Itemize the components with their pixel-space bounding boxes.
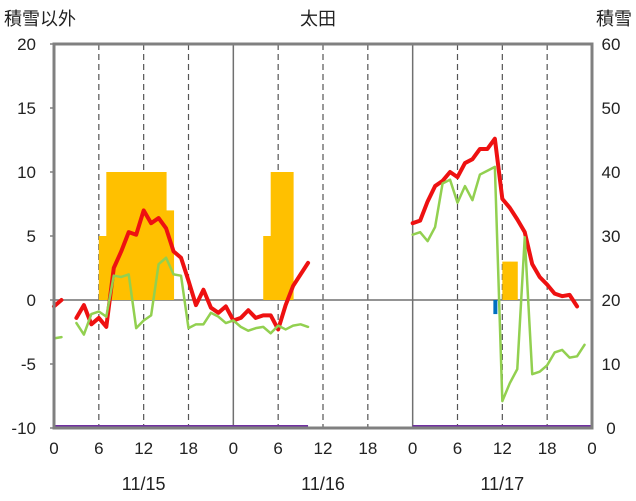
x-tick-label: 12 — [493, 439, 512, 458]
y-axis-label-left: 積雪以外 — [4, 9, 76, 29]
y-tick-left: -10 — [11, 419, 36, 438]
y-ticks-left: 20 15 10 5 0 -5 -10 — [11, 35, 54, 438]
precip-bar — [285, 172, 294, 300]
precip-bar — [158, 172, 167, 300]
y-tick-left: 20 — [17, 35, 36, 54]
x-ticks: 0 6 12 18 0 6 12 18 0 6 12 18 0 — [49, 439, 596, 458]
precip-bar — [270, 172, 279, 300]
precip-bar — [278, 172, 287, 300]
y-axis-label-right: 積雪 — [596, 9, 632, 29]
x-tick-label: 6 — [453, 439, 462, 458]
x-tick-label: 18 — [179, 439, 198, 458]
precip-bar — [263, 236, 272, 300]
temperature-line — [410, 136, 580, 309]
precip-bar — [98, 236, 107, 300]
dewpoint-line — [75, 256, 310, 336]
y-tick-right: 0 — [606, 419, 615, 438]
y-ticks-right: 60 50 40 30 20 10 0 — [602, 35, 621, 438]
x-tick-label: 12 — [134, 439, 153, 458]
y-tick-left: 0 — [27, 291, 36, 310]
x-tick-label: 6 — [273, 439, 282, 458]
y-tick-left: 5 — [27, 227, 36, 246]
x-tick-label: 6 — [94, 439, 103, 458]
y-tick-left: 10 — [17, 163, 36, 182]
x-tick-label: 0 — [49, 439, 58, 458]
snow-bar — [493, 300, 498, 315]
y-tick-left: 15 — [17, 99, 36, 118]
precip-bar — [151, 172, 160, 300]
precip-bar — [106, 172, 115, 300]
y-tick-right: 40 — [602, 163, 621, 182]
date-label: 11/17 — [480, 474, 524, 494]
x-tick-label: 0 — [587, 439, 596, 458]
dewpoint-line — [411, 165, 586, 403]
y-tick-right: 10 — [602, 355, 621, 374]
precip-bar — [128, 172, 137, 300]
y-tick-right: 20 — [602, 291, 621, 310]
x-tick-label: 0 — [229, 439, 238, 458]
date-label: 11/15 — [122, 474, 166, 494]
x-tick-label: 18 — [358, 439, 377, 458]
y-tick-right: 50 — [602, 99, 621, 118]
precip-bar — [136, 172, 145, 300]
x-tick-label: 12 — [314, 439, 333, 458]
precip-bar — [143, 172, 152, 300]
y-tick-left: -5 — [21, 355, 36, 374]
x-tick-label: 0 — [408, 439, 417, 458]
precip-bar — [113, 172, 122, 300]
precip-bar — [509, 261, 518, 300]
x-tick-label: 18 — [538, 439, 557, 458]
y-tick-right: 30 — [602, 227, 621, 246]
precip-bar — [502, 261, 511, 300]
date-labels: 11/15 11/16 11/17 — [122, 474, 524, 494]
precip-bar — [166, 210, 175, 300]
date-label: 11/16 — [301, 474, 345, 494]
y-tick-right: 60 — [602, 35, 621, 54]
chart-title: 太田 — [300, 9, 336, 29]
temperature-line — [74, 208, 311, 332]
